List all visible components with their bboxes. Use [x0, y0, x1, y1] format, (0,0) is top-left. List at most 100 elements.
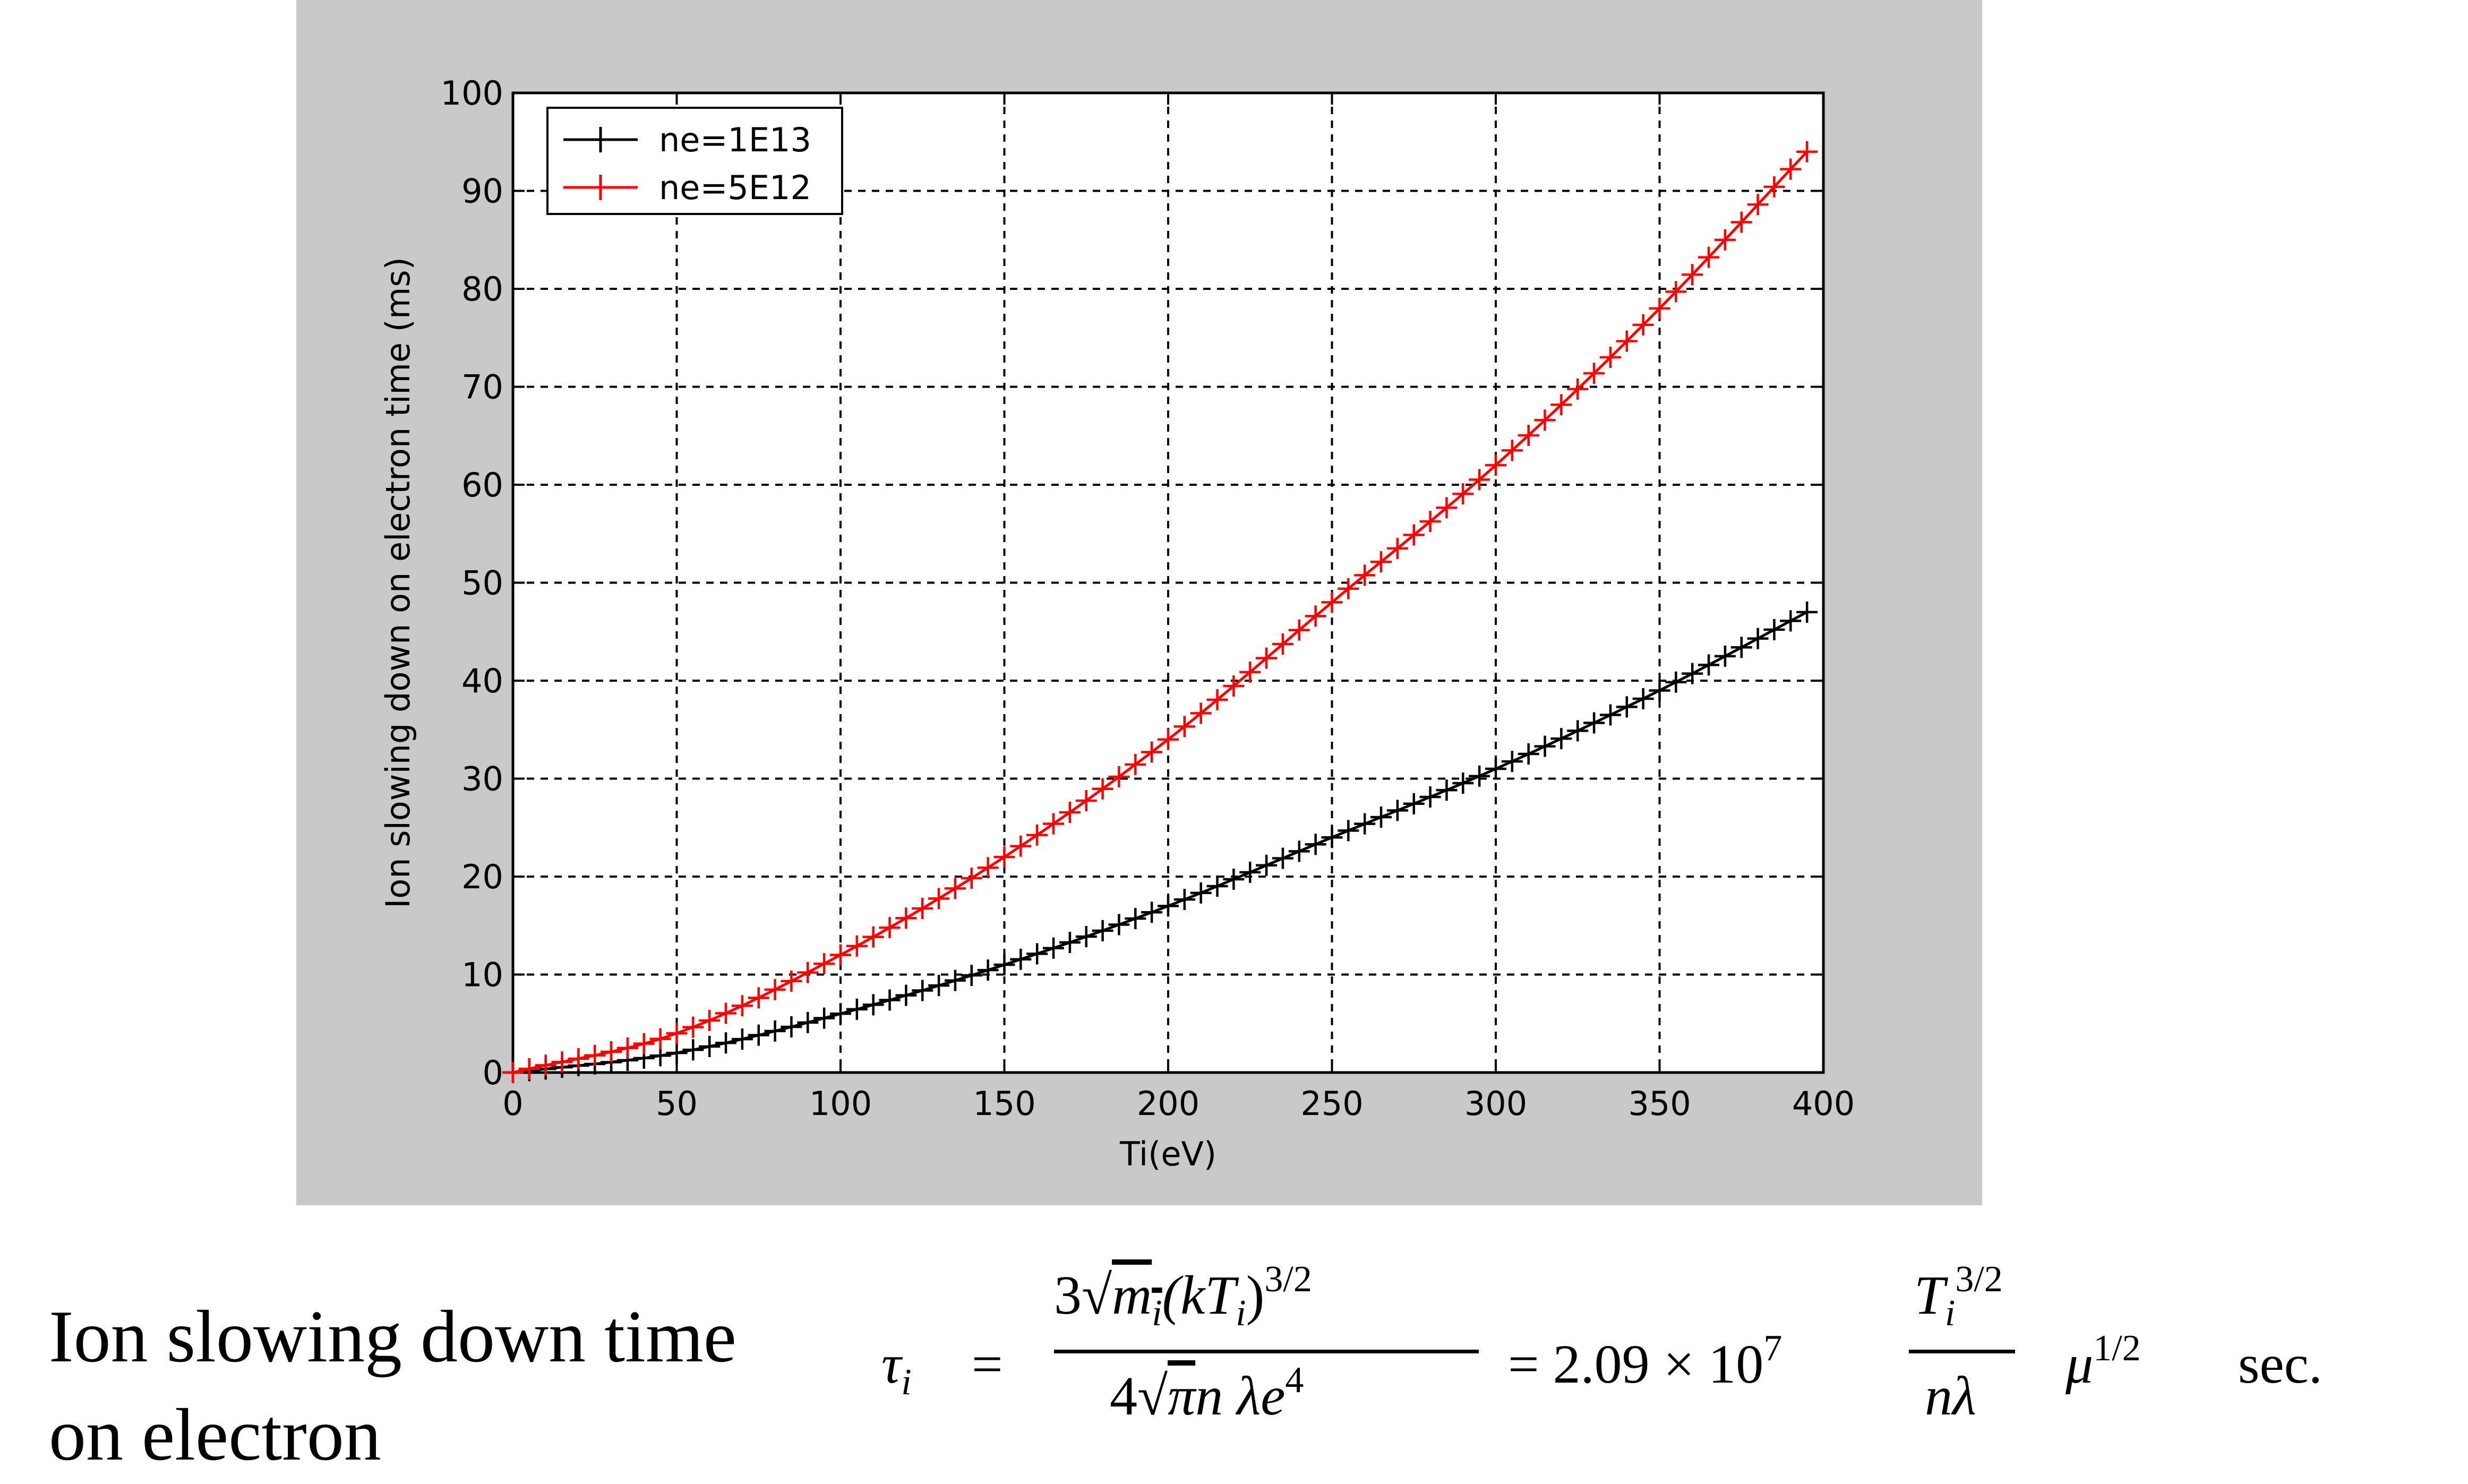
data-point-marker	[518, 1058, 540, 1079]
data-point-marker	[1518, 424, 1539, 446]
data-point-marker	[1403, 793, 1425, 814]
data-point-marker	[682, 1016, 704, 1038]
data-point-marker	[928, 975, 950, 997]
data-point-marker	[1354, 813, 1376, 835]
data-point-marker	[846, 998, 868, 1020]
data-point-marker	[1092, 778, 1113, 800]
data-point-marker	[1501, 751, 1523, 773]
data-point-marker	[1485, 454, 1506, 476]
data-point-marker	[1567, 720, 1589, 742]
y-tick-label: 20	[461, 857, 503, 896]
y-tick-label: 50	[461, 564, 503, 603]
data-point-marker	[715, 1032, 737, 1054]
y-tick-label: 70	[461, 368, 503, 407]
slowing-time-formula: τi = 3√mi(kTi)3/2 4√πn λe4 = 2.09 × 107 …	[881, 1253, 2421, 1455]
data-point-marker	[1469, 765, 1490, 787]
x-tick-label: 250	[1300, 1084, 1363, 1123]
data-point-marker	[961, 964, 982, 986]
data-point-marker	[1583, 712, 1605, 734]
data-point-marker	[961, 867, 982, 889]
data-point-marker	[1272, 633, 1293, 655]
data-point-marker	[977, 857, 999, 879]
data-point-marker	[666, 1042, 688, 1064]
fraction-bar-1	[1054, 1350, 1479, 1353]
data-point-marker	[830, 944, 851, 966]
caption: Ion slowing down time on electron	[49, 1288, 898, 1484]
data-point-marker	[781, 970, 802, 992]
data-point-marker	[764, 979, 786, 1000]
series-1	[502, 601, 1818, 1083]
data-point-marker	[1698, 246, 1720, 268]
data-point-marker	[1649, 297, 1670, 319]
data-point-marker	[1747, 194, 1769, 216]
data-point-marker	[699, 1036, 721, 1057]
data-point-marker	[895, 907, 917, 929]
data-point-marker	[1567, 378, 1589, 400]
x-tick-label: 300	[1464, 1084, 1527, 1123]
data-point-marker	[1730, 211, 1752, 233]
figure-panel: ne=1E13 ne=5E12 0 50 100 150 200 250 300 350 400 0…	[296, 0, 1982, 1205]
data-point-marker	[895, 984, 917, 1006]
formula-frac2-denominator: nλ	[1925, 1366, 1977, 1427]
x-tick-label: 150	[973, 1084, 1035, 1123]
data-point-marker	[1158, 728, 1179, 750]
data-point-marker	[1092, 920, 1113, 941]
data-point-marker	[944, 878, 966, 899]
data-point-marker	[1682, 264, 1703, 286]
data-point-marker	[748, 1024, 769, 1046]
data-point-marker	[1026, 943, 1048, 965]
sqrt-sign-icon: √	[1082, 1265, 1112, 1326]
x-tick-label: 350	[1628, 1084, 1691, 1123]
data-point-marker	[1485, 758, 1506, 780]
data-point-marker	[1305, 605, 1326, 627]
x-axis-label: Ti(eV)	[1119, 1135, 1216, 1173]
x-tick-label: 0	[502, 1084, 523, 1123]
data-point-marker	[1338, 578, 1359, 599]
data-point-marker	[1059, 931, 1081, 953]
data-point-marker	[1223, 869, 1245, 890]
data-point-marker	[1239, 661, 1261, 683]
data-point-marker	[830, 1003, 851, 1025]
data-point-marker	[1632, 314, 1654, 336]
data-point-marker	[1698, 654, 1720, 676]
data-point-marker	[862, 994, 884, 1016]
data-point-marker	[879, 989, 901, 1011]
data-point-marker	[1780, 610, 1802, 632]
fraction-bar-2	[1909, 1350, 2015, 1353]
data-point-marker	[731, 995, 753, 1017]
formula-denominator: 4√πn λe4	[1110, 1360, 1304, 1427]
data-point-marker	[731, 1028, 753, 1050]
data-point-marker	[584, 1044, 606, 1066]
data-point-marker	[797, 1011, 819, 1033]
data-point-marker	[1026, 824, 1048, 846]
data-point-marker	[813, 1007, 835, 1029]
data-point-marker	[797, 962, 819, 983]
data-point-marker	[1730, 637, 1752, 658]
data-point-marker	[1043, 813, 1065, 835]
data-point-marker	[1599, 347, 1621, 368]
data-point-marker	[1108, 766, 1130, 787]
data-point-marker	[1010, 835, 1032, 857]
data-point-marker	[1190, 702, 1212, 724]
data-point-marker	[1288, 619, 1310, 641]
caption-line-2: on electron	[49, 1394, 381, 1476]
data-point-marker	[813, 953, 835, 975]
data-point-marker	[601, 1041, 622, 1063]
data-point-marker	[1501, 440, 1523, 461]
data-point-marker	[781, 1016, 802, 1037]
data-point-marker	[715, 1002, 737, 1024]
x-tick-label: 50	[656, 1084, 698, 1123]
data-point-marker	[1370, 551, 1392, 573]
data-point-marker	[1206, 875, 1228, 897]
data-point-marker	[1419, 511, 1441, 533]
data-point-marker	[1616, 696, 1638, 718]
data-point-marker	[1125, 753, 1146, 775]
line-chart: ne=1E13 ne=5E12 0 50 100 150 200 250 300 350 400 0…	[379, 74, 1855, 1173]
data-point-marker	[1158, 895, 1179, 917]
y-tick-label: 100	[441, 74, 503, 113]
y-tick-label: 60	[461, 466, 503, 504]
data-point-marker	[1436, 779, 1458, 801]
data-point-marker	[1632, 688, 1654, 709]
data-point-marker	[1256, 854, 1278, 876]
data-point-marker	[1059, 801, 1081, 823]
